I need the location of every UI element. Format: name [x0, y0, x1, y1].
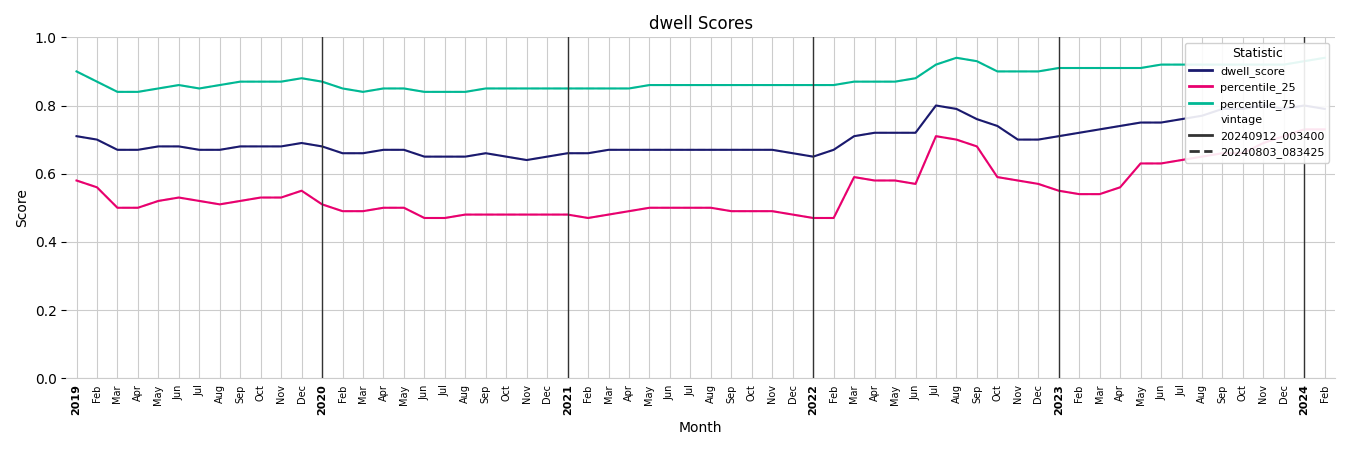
X-axis label: Month: Month: [679, 421, 722, 435]
Y-axis label: Score: Score: [15, 189, 28, 227]
Title: dwell Scores: dwell Scores: [648, 15, 753, 33]
Legend: dwell_score, percentile_25, percentile_75, vintage, 20240912_003400, 20240803_08: dwell_score, percentile_25, percentile_7…: [1185, 43, 1330, 162]
